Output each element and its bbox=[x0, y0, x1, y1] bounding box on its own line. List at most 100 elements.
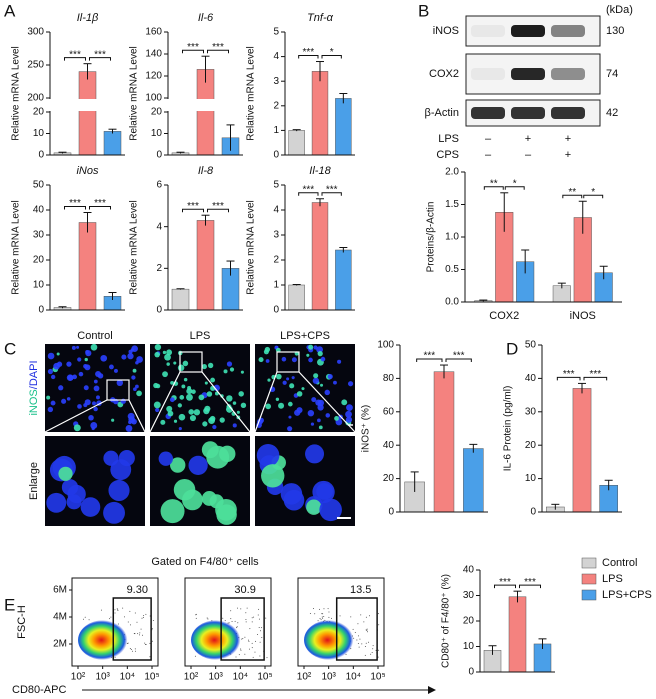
significance-label: *** bbox=[69, 49, 81, 60]
cell bbox=[153, 401, 161, 409]
cell bbox=[346, 404, 353, 412]
event bbox=[313, 607, 315, 609]
cell bbox=[301, 387, 305, 391]
y-tick-label: 4 bbox=[273, 205, 279, 216]
x-tick-label: 10⁴ bbox=[233, 672, 248, 683]
event bbox=[258, 627, 260, 629]
stain-label: iNOS/DAPI bbox=[28, 360, 40, 415]
cell bbox=[296, 391, 303, 397]
bar bbox=[78, 71, 97, 156]
panel-letter: E bbox=[4, 595, 15, 614]
cell bbox=[173, 361, 177, 365]
gate bbox=[335, 597, 378, 661]
cell bbox=[78, 371, 84, 377]
event bbox=[145, 613, 147, 615]
gate-title: Gated on F4/80⁺ cells bbox=[151, 556, 259, 568]
y-tick-label: 0.5 bbox=[445, 264, 459, 275]
event bbox=[261, 636, 263, 638]
event bbox=[251, 617, 253, 619]
panel-letter: D bbox=[506, 339, 518, 358]
event bbox=[339, 615, 341, 617]
y-tick-label: 10 bbox=[33, 128, 45, 139]
cell bbox=[317, 350, 323, 357]
cell bbox=[179, 395, 185, 400]
y-tick-label: 0 bbox=[156, 150, 162, 161]
significance-label: *** bbox=[302, 47, 314, 58]
chart-title: Il-6 bbox=[198, 12, 214, 24]
y-tick-label: 2M bbox=[53, 639, 67, 650]
treatment-sign: – bbox=[525, 149, 532, 161]
y-tick-label: 250 bbox=[27, 60, 44, 71]
event bbox=[364, 654, 366, 656]
cell bbox=[318, 425, 323, 430]
cell-enlarged bbox=[182, 489, 203, 511]
event bbox=[230, 610, 232, 612]
cell bbox=[111, 418, 115, 422]
event bbox=[131, 650, 133, 652]
cell-enlarged bbox=[46, 492, 67, 513]
zoom-line bbox=[298, 371, 356, 433]
cell bbox=[213, 384, 220, 392]
event bbox=[145, 644, 147, 646]
significance-bracket bbox=[64, 57, 86, 61]
cell bbox=[46, 395, 51, 400]
blot-band bbox=[471, 107, 505, 119]
bar bbox=[171, 288, 190, 311]
panel-letter: A bbox=[4, 1, 16, 20]
event bbox=[363, 621, 365, 623]
y-tick-label: 1 bbox=[273, 280, 279, 291]
blot-label: iNOS bbox=[433, 25, 459, 37]
significance-label: *** bbox=[94, 49, 106, 60]
x-tick-label: iNOS bbox=[570, 310, 596, 322]
event bbox=[238, 654, 240, 656]
cell bbox=[162, 350, 167, 355]
y-tick-label: 40 bbox=[463, 565, 475, 576]
cell bbox=[127, 412, 135, 420]
treatment-sign: + bbox=[565, 149, 571, 161]
cell bbox=[193, 409, 201, 416]
event bbox=[109, 618, 111, 620]
cell bbox=[125, 424, 133, 432]
event bbox=[321, 613, 323, 615]
event bbox=[207, 618, 209, 620]
panel-letter: C bbox=[4, 339, 16, 358]
legend-swatch bbox=[581, 557, 597, 569]
event bbox=[314, 613, 316, 615]
significance-label: *** bbox=[94, 198, 106, 209]
event bbox=[134, 633, 136, 635]
chart-title: Il-8 bbox=[198, 165, 214, 177]
event bbox=[377, 656, 379, 658]
significance-bracket bbox=[483, 186, 504, 190]
x-tick-label: 10² bbox=[184, 672, 199, 683]
cell bbox=[238, 391, 244, 397]
cell-enlarged bbox=[188, 455, 208, 475]
cell bbox=[308, 357, 313, 363]
event bbox=[249, 628, 251, 630]
event bbox=[143, 615, 145, 617]
event bbox=[309, 612, 311, 614]
cell bbox=[131, 375, 136, 380]
y-tick-label: 20 bbox=[383, 473, 395, 484]
y-tick-label: 0 bbox=[273, 150, 279, 161]
y-tick-label: 40 bbox=[383, 440, 395, 451]
event bbox=[365, 616, 367, 618]
zoom-box bbox=[106, 379, 130, 401]
blot-band bbox=[511, 25, 545, 37]
cell bbox=[164, 353, 171, 361]
cell-enlarged bbox=[61, 479, 79, 496]
treatment-sign: – bbox=[485, 133, 492, 145]
event bbox=[235, 656, 237, 658]
y-tick-label: 1.5 bbox=[445, 199, 459, 210]
event bbox=[371, 652, 373, 654]
flow-density bbox=[191, 620, 243, 660]
event bbox=[323, 616, 325, 618]
y-tick-label: 10 bbox=[525, 473, 537, 484]
cell bbox=[83, 385, 89, 391]
cell bbox=[133, 387, 137, 392]
y-tick-label: 0.0 bbox=[445, 297, 459, 308]
y-tick-label: 1 bbox=[273, 125, 279, 136]
event bbox=[266, 657, 268, 659]
blot-band bbox=[511, 68, 545, 80]
significance-bracket bbox=[89, 57, 111, 61]
y-tick-label: 140 bbox=[145, 49, 162, 60]
